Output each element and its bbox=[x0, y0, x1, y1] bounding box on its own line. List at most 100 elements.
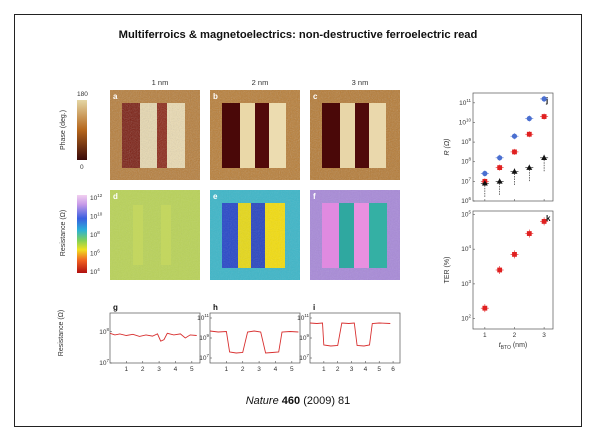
data-point-square bbox=[541, 219, 547, 224]
profile-line bbox=[109, 332, 197, 342]
citation: Nature 460 (2009) 81 bbox=[15, 395, 581, 407]
phase-map-a: a bbox=[110, 90, 200, 180]
x-tick-label: 3 bbox=[257, 366, 261, 373]
y-tick-label: 103 bbox=[461, 279, 471, 288]
phase-map-c: c bbox=[310, 90, 400, 180]
data-point-square bbox=[482, 305, 488, 311]
y-tick-label: 1011 bbox=[459, 98, 471, 107]
data-point-triangle bbox=[496, 178, 503, 184]
y-tick-label: 107 bbox=[199, 353, 209, 362]
x-tick-label: 5 bbox=[290, 366, 294, 373]
y-tick-label: 106 bbox=[461, 196, 471, 205]
resistance-colorbar-tick: 106 bbox=[90, 249, 100, 258]
thickness-label-1nm: 1 nm bbox=[152, 78, 169, 87]
x-tick-label: 3 bbox=[350, 366, 354, 373]
y-tick-label: 109 bbox=[461, 137, 471, 146]
x-tick-label: 2 bbox=[513, 332, 517, 339]
panel-letter-f: f bbox=[313, 192, 316, 201]
y-tick-label: 109 bbox=[199, 333, 209, 342]
panel-letter-a: a bbox=[113, 92, 118, 101]
y-tick-label: 1010 bbox=[459, 117, 472, 126]
data-point-circle bbox=[541, 96, 547, 102]
data-point-circle bbox=[511, 133, 518, 139]
data-point-square bbox=[512, 149, 517, 155]
y-tick-label: 108 bbox=[461, 157, 471, 166]
x-tick-label: 2 bbox=[336, 366, 340, 373]
x-tick-label: 6 bbox=[391, 366, 395, 373]
panel-k-frame bbox=[472, 210, 554, 330]
resistance-colorbar-label: Resistance (Ω) bbox=[60, 210, 67, 256]
x-tick-label: 4 bbox=[364, 366, 368, 373]
x-tick-label: 1 bbox=[125, 366, 129, 373]
resistance-map-d: d bbox=[110, 190, 200, 280]
x-tick-label: 3 bbox=[157, 366, 161, 373]
panel-j-frame bbox=[472, 92, 554, 202]
profile-frame bbox=[109, 312, 201, 364]
x-tick-label: 1 bbox=[483, 332, 487, 339]
phase-colorbar: Phase (deg.) 180 0 bbox=[60, 91, 88, 171]
data-point-circle bbox=[482, 170, 488, 177]
x-tick-label: 2 bbox=[141, 366, 145, 373]
figure: 1 nm 2 nm 3 nm Phase (deg.) 180 0 a bbox=[58, 78, 554, 373]
profile-i: i1234561011109107Distance (μm) bbox=[297, 303, 401, 373]
panel-letter: h bbox=[213, 303, 218, 312]
slide: Multiferroics & magnetoelectrics: non-de… bbox=[14, 14, 582, 427]
resistance-map-e: e bbox=[210, 190, 300, 280]
y-tick-label: 105 bbox=[461, 209, 471, 218]
panel-k-xlabel: tBTO (nm) bbox=[499, 342, 528, 351]
resistance-colorbar: Resistance (Ω) 1012 1010 108 106 104 bbox=[60, 193, 103, 276]
slide-title: Multiferroics & magnetoelectrics: non-de… bbox=[118, 29, 478, 41]
phase-map-b: b bbox=[210, 90, 300, 180]
panel-letter-c: c bbox=[313, 92, 318, 101]
data-point-square bbox=[512, 251, 517, 257]
data-point-triangle bbox=[481, 180, 488, 186]
x-tick-label: 4 bbox=[174, 366, 178, 373]
resistance-colorbar-tick: 1010 bbox=[90, 212, 103, 221]
panel-k-ter-vs-thickness: k 105 104 103 102 TER (%) 1 2 3 tBTO (nm) bbox=[444, 209, 554, 351]
y-tick-label: 102 bbox=[461, 314, 471, 323]
thickness-label-3nm: 3 nm bbox=[352, 78, 369, 87]
phase-colorbar-min: 0 bbox=[80, 164, 84, 171]
profile-line bbox=[309, 322, 391, 347]
y-tick-label: 1011 bbox=[297, 313, 309, 322]
profiles-ylabel: Resistance (Ω) bbox=[58, 310, 65, 356]
citation-year-page: (2009) 81 bbox=[303, 395, 351, 407]
resistance-colorbar-tick: 104 bbox=[90, 267, 100, 276]
panel-j-ylabel: R (Ω) bbox=[444, 139, 451, 156]
citation-volume: 460 bbox=[281, 395, 301, 407]
y-tick-label: 107 bbox=[99, 358, 109, 367]
citation-journal: Nature bbox=[245, 395, 279, 407]
data-point-circle bbox=[497, 155, 503, 161]
data-point-triangle bbox=[541, 154, 548, 160]
phase-colorbar-gradient bbox=[77, 100, 87, 160]
panel-letter: i bbox=[313, 303, 315, 312]
panel-letter-b: b bbox=[213, 92, 218, 101]
y-tick-label: 107 bbox=[461, 176, 471, 185]
profile-h: h123451011109107Distance (μm) bbox=[197, 303, 301, 373]
resistance-colorbar-tick: 1012 bbox=[90, 193, 103, 202]
panel-letter-e: e bbox=[213, 192, 218, 201]
y-tick-label: 108 bbox=[99, 327, 109, 336]
panel-letter: g bbox=[113, 303, 118, 312]
x-tick-label: 5 bbox=[377, 366, 381, 373]
data-point-square bbox=[541, 114, 547, 119]
y-tick-label: 109 bbox=[299, 333, 309, 342]
profile-line bbox=[209, 330, 299, 354]
x-tick-label: 1 bbox=[322, 366, 326, 373]
y-tick-label: 107 bbox=[299, 353, 309, 362]
resistance-colorbar-tick: 108 bbox=[90, 230, 100, 239]
panel-k-ylabel: TER (%) bbox=[444, 257, 451, 284]
data-point-triangle bbox=[526, 164, 533, 170]
phase-colorbar-max: 180 bbox=[77, 91, 88, 98]
panel-letter-j: j bbox=[545, 96, 548, 105]
y-tick-label: 104 bbox=[461, 244, 471, 253]
resistance-colorbar-gradient bbox=[77, 195, 87, 273]
phase-colorbar-label: Phase (deg.) bbox=[60, 110, 67, 150]
panel-letter-d: d bbox=[113, 192, 118, 201]
panel-j-resistance-vs-thickness: j 1011 1010 109 108 107 106 R (Ω) bbox=[444, 92, 554, 205]
data-point-square bbox=[526, 231, 532, 236]
x-tick-label: 1 bbox=[225, 366, 229, 373]
data-point-circle bbox=[526, 115, 532, 122]
y-tick-label: 1011 bbox=[197, 313, 209, 322]
x-tick-label: 2 bbox=[241, 366, 245, 373]
